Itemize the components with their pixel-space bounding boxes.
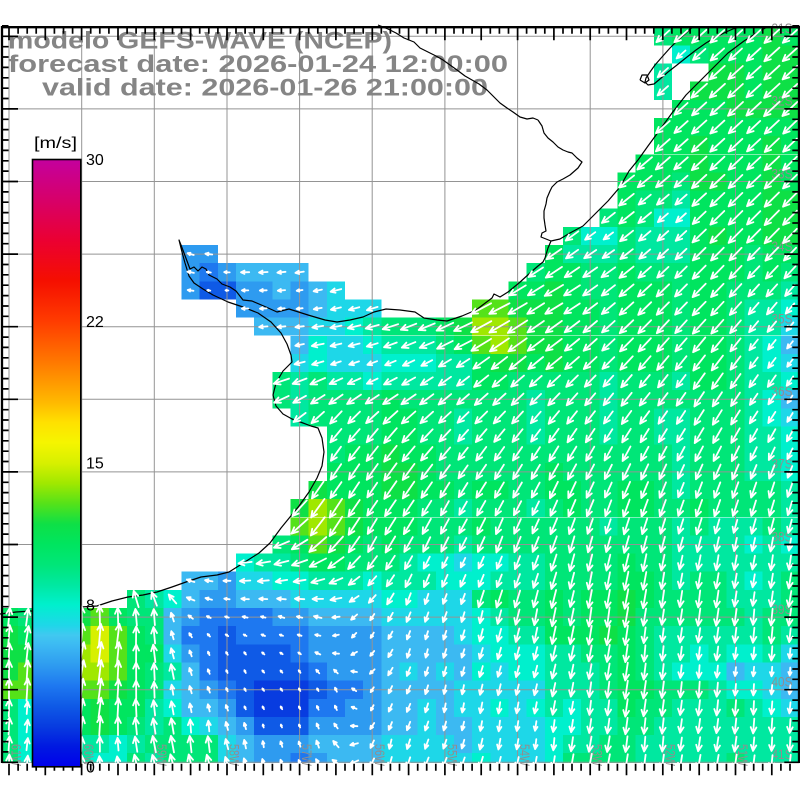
svg-text:41S: 41S — [772, 747, 793, 762]
svg-text:forecast date: 2026-01-24 12:0: forecast date: 2026-01-24 12:00:00 — [8, 51, 508, 78]
svg-text:36S: 36S — [772, 384, 793, 399]
svg-text:0: 0 — [86, 759, 95, 776]
svg-text:39S: 39S — [772, 602, 793, 617]
svg-text:58W: 58W — [227, 744, 242, 766]
svg-text:22: 22 — [86, 314, 104, 331]
svg-text:37S: 37S — [772, 457, 793, 472]
svg-text:55W: 55W — [444, 744, 459, 766]
svg-text:15: 15 — [86, 456, 104, 473]
svg-text:30: 30 — [86, 152, 104, 169]
svg-text:8: 8 — [86, 597, 95, 614]
svg-text:56W: 56W — [372, 744, 387, 766]
svg-text:40S: 40S — [772, 675, 793, 690]
svg-text:51W: 51W — [735, 744, 750, 766]
svg-text:57W: 57W — [299, 744, 314, 766]
svg-text:53W: 53W — [590, 744, 605, 766]
svg-text:59W: 59W — [154, 744, 169, 766]
svg-text:54W: 54W — [517, 744, 532, 766]
svg-text:[m/s]: [m/s] — [34, 135, 77, 152]
svg-text:52W: 52W — [662, 744, 677, 766]
svg-text:valid date: 2026-01-26 21:00:0: valid date: 2026-01-26 21:00:00 — [42, 75, 488, 102]
svg-text:38S: 38S — [772, 529, 793, 544]
svg-text:35S: 35S — [772, 312, 793, 327]
